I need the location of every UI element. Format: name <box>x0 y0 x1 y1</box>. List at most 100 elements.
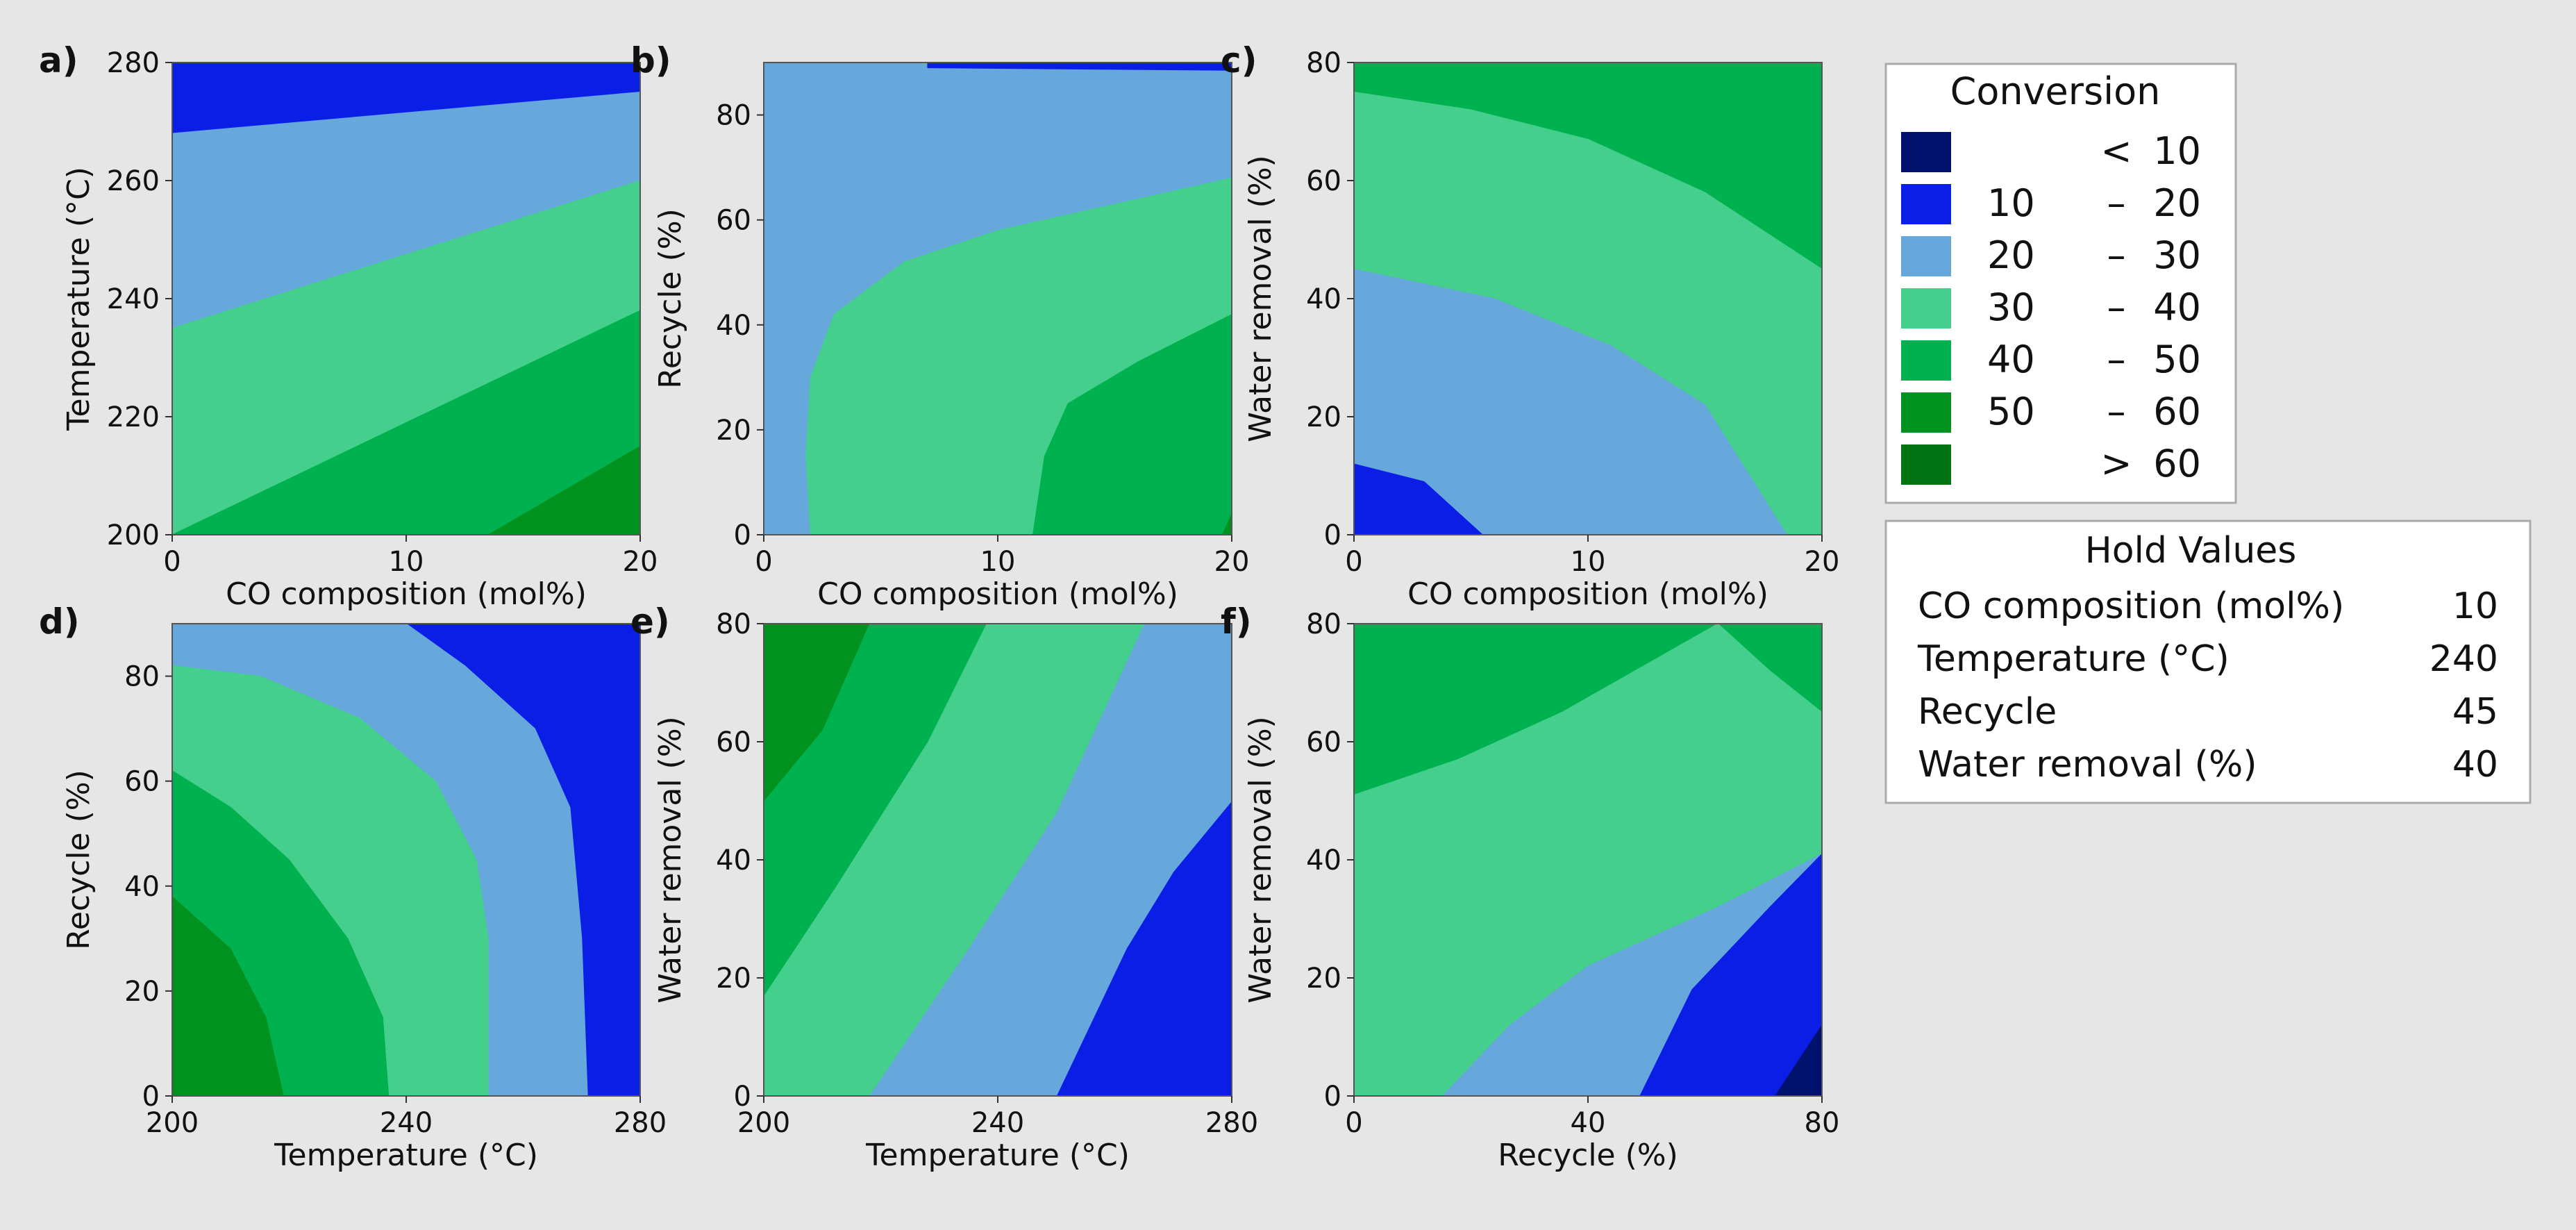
y-axis-label: Water removal (%) <box>653 716 688 1003</box>
contour-region-5 <box>172 896 284 1096</box>
x-tick-label: 20 <box>1805 546 1840 578</box>
panel-label: b) <box>630 40 671 81</box>
legend-lower: 20 <box>1987 233 2035 277</box>
contour-regions <box>764 63 1232 535</box>
y-tick-label: 20 <box>124 976 160 1008</box>
contour-region-1 <box>172 63 640 134</box>
x-tick-label: 280 <box>1205 1107 1258 1139</box>
y-axis-label: Water removal (%) <box>1243 155 1278 442</box>
contour-regions <box>172 63 640 535</box>
x-tick-label: 200 <box>737 1107 790 1139</box>
legend-upper: 20 <box>2153 181 2201 225</box>
y-tick-label: 60 <box>1306 726 1341 758</box>
contour-region-2 <box>927 63 1232 71</box>
contour-regions <box>172 624 640 1096</box>
panel-label: e) <box>630 601 670 642</box>
panel-label: d) <box>39 601 80 642</box>
legend-swatch <box>1901 392 1951 433</box>
x-tick-label: 0 <box>1345 546 1362 578</box>
x-axis-label: Temperature (°C) <box>865 1138 1130 1173</box>
hold-value-label: CO composition (mol%) <box>1918 585 2344 627</box>
contour-regions <box>764 624 1232 1096</box>
y-tick-label: 20 <box>1306 963 1341 995</box>
panel-1: 0 10 20 200 220 240 260 280 CO composition (mol%… <box>39 40 658 612</box>
y-tick-label: 80 <box>124 661 160 693</box>
x-axis-label: CO composition (mol%) <box>1407 576 1768 612</box>
panel-5: 200 240 280 0 20 40 60 80 Temperature (°C) Water … <box>630 601 1258 1173</box>
x-tick-label: 20 <box>1214 546 1250 578</box>
y-tick-label: 80 <box>716 100 751 132</box>
y-tick-label: 60 <box>1306 165 1341 197</box>
contour-region-4 <box>1639 854 1822 1096</box>
y-axis-label: Recycle (%) <box>653 208 688 389</box>
contour-region-3 <box>1354 269 1787 535</box>
legend-swatch <box>1901 288 1951 329</box>
y-tick-label: 40 <box>716 310 751 342</box>
y-axis-label: Water removal (%) <box>1243 716 1278 1003</box>
y-tick-label: 80 <box>1306 47 1341 79</box>
legend-symbol: < <box>2100 129 2132 173</box>
panel-2: 0 10 20 0 20 40 60 80 CO composition (mol%) Recyc… <box>630 40 1249 612</box>
legend-upper: 10 <box>2153 129 2201 173</box>
y-tick-label: 40 <box>124 871 160 903</box>
legend-swatch <box>1901 184 1951 224</box>
y-tick-label: 60 <box>124 766 160 798</box>
panel-label: a) <box>39 40 78 81</box>
y-tick-label: 60 <box>716 205 751 237</box>
y-tick-label: 0 <box>142 1081 160 1113</box>
y-tick-label: 20 <box>716 415 751 447</box>
hold-value-label: Water removal (%) <box>1918 744 2257 786</box>
contour-region-5 <box>487 446 640 535</box>
panel-3: 0 10 20 0 20 40 60 80 CO composition (mol%) Water… <box>1221 40 1839 612</box>
x-axis-label: Temperature (°C) <box>274 1138 538 1173</box>
x-tick-label: 0 <box>1345 1107 1362 1139</box>
y-tick-label: 80 <box>716 608 751 640</box>
y-tick-label: 200 <box>107 520 160 551</box>
hold-value-number: 240 <box>2429 638 2498 680</box>
y-tick-label: 0 <box>734 520 751 551</box>
y-tick-label: 0 <box>1324 520 1341 551</box>
panel-6: 0 40 80 0 20 40 60 80 Recycle (%) Water removal (… <box>1221 601 1839 1173</box>
legend-symbol: – <box>2107 285 2126 329</box>
x-tick-label: 20 <box>623 546 658 578</box>
legend-lower: 10 <box>1987 181 2035 225</box>
x-tick-label: 10 <box>1571 546 1606 578</box>
legend-swatch <box>1901 236 1951 276</box>
hold-values-box: Hold Values CO composition (mol%) 10 Tempe… <box>1884 520 2532 804</box>
y-tick-label: 0 <box>1324 1081 1341 1113</box>
legend-lower: 40 <box>1987 338 2035 381</box>
panel-4: 200 240 280 0 20 40 60 80 Temperature (°C) Recycl… <box>39 601 667 1173</box>
panel-label: f) <box>1221 601 1252 642</box>
hold-value-number: 40 <box>2452 744 2498 786</box>
contour-region-4 <box>172 310 640 535</box>
legend-upper: 60 <box>2153 390 2201 433</box>
x-tick-label: 80 <box>1805 1107 1840 1139</box>
x-tick-label: 0 <box>755 546 772 578</box>
legend-upper: 30 <box>2153 233 2201 277</box>
x-tick-label: 10 <box>389 546 424 578</box>
x-tick-label: 240 <box>380 1107 433 1139</box>
y-tick-label: 0 <box>734 1081 751 1113</box>
y-tick-label: 60 <box>716 726 751 758</box>
x-axis-label: CO composition (mol%) <box>226 576 587 612</box>
contour-region-2 <box>172 92 640 329</box>
y-tick-label: 20 <box>1306 401 1341 433</box>
contour-region-5 <box>1222 513 1232 535</box>
x-tick-label: 40 <box>1571 1107 1606 1139</box>
legend-symbol: > <box>2100 442 2132 485</box>
legend-symbol: – <box>2107 390 2126 433</box>
contour-region-5 <box>764 624 870 801</box>
y-tick-label: 280 <box>107 47 160 79</box>
legend-title: Conversion <box>1950 69 2161 113</box>
hold-value-number: 10 <box>2452 585 2498 627</box>
hold-values-rows: CO composition (mol%) 10 Temperature (°C) 2… <box>1917 585 2498 786</box>
contour-region-4 <box>1032 314 1232 535</box>
hold-value-label: Temperature (°C) <box>1917 638 2230 680</box>
x-tick-label: 10 <box>980 546 1016 578</box>
legend-lower: 50 <box>1987 390 2035 433</box>
legend-upper: 60 <box>2153 442 2201 485</box>
x-axis-label: Recycle (%) <box>1498 1138 1678 1173</box>
